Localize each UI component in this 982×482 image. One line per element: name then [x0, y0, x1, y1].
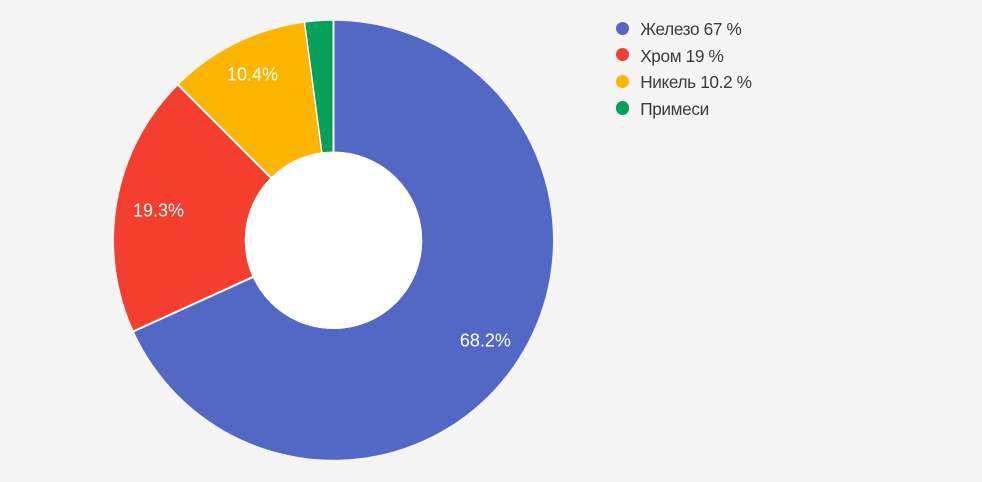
svg-text:19.3%: 19.3% [133, 200, 184, 220]
svg-text:68.2%: 68.2% [460, 330, 511, 350]
svg-text:10.4%: 10.4% [227, 65, 278, 85]
